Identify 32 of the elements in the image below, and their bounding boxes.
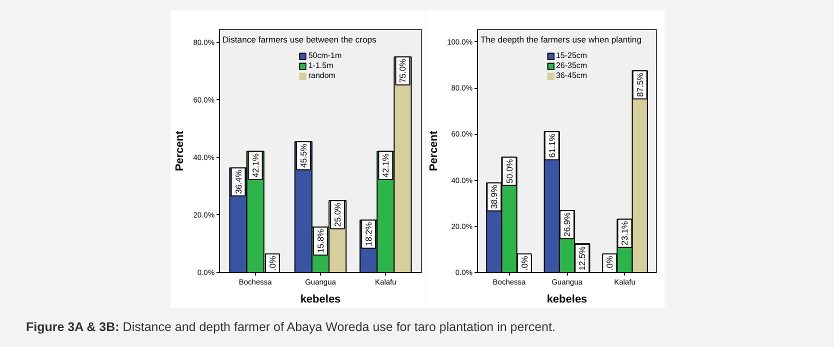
x-axis-title: kebeles (546, 294, 588, 306)
data-label: 38.9% (489, 184, 500, 209)
data-label: .0% (267, 255, 278, 270)
data-label: 26.9% (562, 212, 572, 237)
data-label: 61.1% (546, 133, 557, 158)
legend-label: 15-25cm (556, 51, 588, 60)
data-label: 12.5% (577, 246, 588, 270)
legend-label: random (308, 71, 336, 80)
text: Distance farmers use between the crops (222, 34, 376, 44)
data-label: 18.2% (364, 222, 374, 246)
text: The deepth the farmers use when planting (480, 34, 642, 44)
data-label: 36.4% (233, 169, 244, 194)
y-axis-title: Percent (428, 130, 440, 172)
data-label: 50.0% (504, 158, 514, 184)
data-label: 42.1% (380, 152, 391, 178)
y-axis-title: Percent (174, 130, 186, 172)
legend-label: 50cm-1m (308, 51, 342, 60)
legend-label: 1-1.5m (308, 61, 334, 70)
data-label: 42.1% (250, 152, 260, 178)
data-label: 23.1% (620, 220, 630, 246)
legend-label: 36-45cm (556, 71, 588, 80)
data-label: .0% (604, 255, 615, 270)
legend-label: 26-35cm (556, 61, 588, 70)
data-label: 75.0% (398, 58, 408, 83)
data-label: .0% (519, 255, 530, 270)
data-label: 87.5% (634, 72, 645, 97)
data-label: 15.8% (316, 228, 326, 254)
data-label: 25.0% (332, 202, 343, 227)
x-axis-title: kebeles (300, 294, 341, 306)
text: Distance and depth farmer of Abaya Woreda use for taro plantation in percent. (122, 320, 556, 334)
data-label: 45.5% (298, 143, 308, 168)
caption: Figure 3A & 3B: (26, 320, 120, 334)
